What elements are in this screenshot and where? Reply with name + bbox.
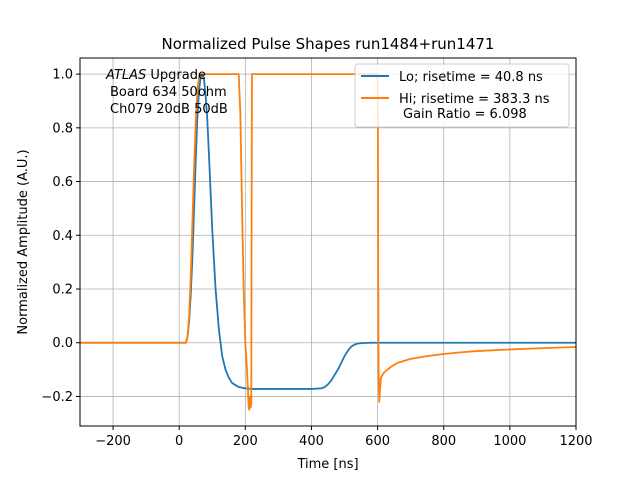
x-tick-label: 800 <box>431 434 456 449</box>
y-tick-label: 0.2 <box>52 283 73 298</box>
y-tick-label: −0.2 <box>41 390 73 405</box>
annotation-upgrade: Upgrade <box>146 68 206 83</box>
x-tick-label: 1000 <box>493 434 526 449</box>
y-tick-label: 0.0 <box>52 336 73 351</box>
x-axis-label: Time [ns] <box>296 457 358 472</box>
series-line-lo <box>80 73 576 390</box>
annotation-line3: Ch079 20dB 50dB <box>110 102 228 117</box>
plot-area <box>80 73 576 411</box>
y-tick-label: 0.8 <box>52 121 73 136</box>
annotation-line1: ATLAS Upgrade <box>105 68 206 83</box>
legend: Lo; risetime = 40.8 ns Hi; risetime = 38… <box>354 63 570 128</box>
legend-box <box>354 63 570 128</box>
x-tick-label: 600 <box>365 434 390 449</box>
x-tick-label: 1200 <box>559 434 592 449</box>
x-tick-label: 200 <box>233 434 258 449</box>
legend-label-lo: Lo; risetime = 40.8 ns <box>399 70 543 85</box>
axes-frame <box>79 57 577 427</box>
atlas-annotation: ATLAS Upgrade Board 634 50ohm Ch079 20dB… <box>105 68 228 117</box>
series-line-hi <box>80 73 576 411</box>
y-tick-label: 1.0 <box>52 68 73 83</box>
annotation-line2: Board 634 50ohm <box>110 85 227 100</box>
annotation-atlas: ATLAS <box>105 68 146 83</box>
x-tick-label: 400 <box>299 434 324 449</box>
legend-label-hi-gain: Gain Ratio = 6.098 <box>403 107 527 122</box>
chart-title: Normalized Pulse Shapes run1484+run1471 <box>162 35 495 53</box>
x-tick-label: −200 <box>95 434 131 449</box>
legend-label-hi: Hi; risetime = 383.3 ns <box>399 92 550 107</box>
y-tick-label: 0.6 <box>52 175 73 190</box>
x-tick-label: 0 <box>175 434 183 449</box>
y-tick-label: 0.4 <box>52 229 73 244</box>
y-axis-label: Normalized Amplitude (A.U.) <box>16 149 31 334</box>
ticks: −200 0 200 400 600 800 1000 1200 −0.2 0.0 0.2 0.4 0.… <box>41 68 592 449</box>
